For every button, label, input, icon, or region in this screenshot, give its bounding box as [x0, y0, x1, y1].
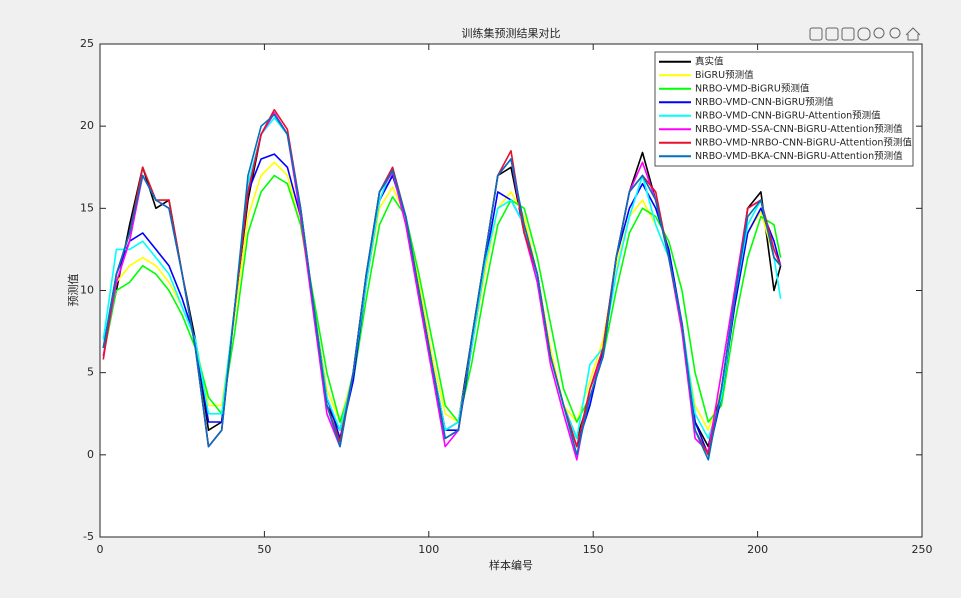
toolbar [809, 27, 921, 41]
x-tick-label: 200 [747, 543, 768, 556]
y-tick-label: 15 [80, 201, 94, 214]
series-line [102, 113, 782, 461]
legend-label: BiGRU预测值 [695, 69, 754, 81]
y-tick-label: 20 [80, 119, 94, 132]
legend-label: NRBO-VMD-SSA-CNN-BiGRU-Attention预测值 [695, 123, 903, 135]
y-tick-label: 25 [80, 37, 94, 50]
toolbar-button[interactable] [889, 27, 901, 39]
series-line [102, 174, 782, 423]
legend-label: NRBO-VMD-CNN-BiGRU-Attention预测值 [695, 109, 881, 121]
x-tick-label: 0 [97, 543, 104, 556]
toolbar-button[interactable] [873, 27, 885, 39]
legend-label: NRBO-VMD-BKA-CNN-BiGRU-Attention预测值 [695, 150, 903, 162]
y-axis-label: 预测值 [67, 274, 80, 307]
toolbar-button[interactable] [905, 27, 921, 41]
toolbar-button[interactable] [841, 27, 855, 41]
y-tick-label: 5 [87, 366, 94, 379]
x-tick-label: 150 [583, 543, 604, 556]
x-tick-label: 100 [418, 543, 439, 556]
toolbar-button[interactable] [809, 27, 823, 41]
legend-box [654, 51, 914, 167]
axes-box [99, 43, 923, 538]
x-tick-label: 50 [257, 543, 271, 556]
legend-label: NRBO-VMD-BiGRU预测值 [695, 82, 810, 94]
chart-title: 训练集预测结果对比 [462, 26, 561, 40]
legend-label: NRBO-VMD-CNN-BiGRU预测值 [695, 96, 834, 108]
x-tick-label: 250 [912, 543, 933, 556]
y-tick-label: 10 [80, 284, 94, 297]
legend-label: 真实值 [695, 55, 724, 67]
y-tick-label: 0 [87, 448, 94, 461]
y-tick-label: -5 [83, 530, 94, 543]
toolbar-button[interactable] [825, 27, 839, 41]
toolbar-button[interactable] [857, 27, 871, 41]
x-axis-label: 样本编号 [489, 558, 533, 572]
legend-label: NRBO-VMD-NRBO-CNN-BiGRU-Attention预测值 [695, 136, 912, 148]
